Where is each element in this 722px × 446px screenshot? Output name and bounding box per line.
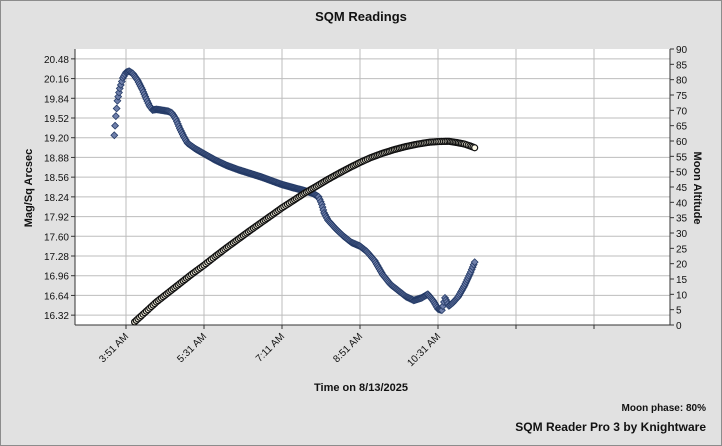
y2-tick-label: 5 xyxy=(676,306,682,317)
y2-tick-label: 60 xyxy=(676,137,688,148)
y2-axis-title: Moon Altitude xyxy=(691,152,703,225)
x-tick-label: 3:51 AM xyxy=(97,331,131,365)
x-tick-label: 5:31 AM xyxy=(175,331,209,365)
x-axis-title: Time on 8/13/2025 xyxy=(314,382,408,394)
y2-tick-label: 80 xyxy=(676,76,688,87)
y2-tick-label: 40 xyxy=(676,198,688,209)
y-tick-label: 19.52 xyxy=(44,114,69,125)
series-layer xyxy=(110,67,479,326)
y-axis-title: Mag/Sq Arcsec xyxy=(23,149,35,227)
y2-tick-label: 70 xyxy=(676,106,688,117)
y-tick-label: 16.64 xyxy=(44,291,69,302)
y2-tick-label: 85 xyxy=(676,60,688,71)
x-tick-label: 8:51 AM xyxy=(331,331,365,365)
y-tick-label: 18.24 xyxy=(44,193,69,204)
y-tick-label: 19.84 xyxy=(44,94,69,105)
y2-tick-label: 50 xyxy=(676,168,688,179)
y-tick-label: 18.56 xyxy=(44,173,69,184)
sqm-point xyxy=(111,112,120,121)
y2-tick-label: 25 xyxy=(676,244,688,255)
sqm-series xyxy=(110,67,479,315)
y2-tick-label: 20 xyxy=(676,260,688,271)
y2-tick-label: 75 xyxy=(676,91,688,102)
chart-title: SQM Readings xyxy=(315,9,407,24)
y2-tick-label: 10 xyxy=(676,290,688,301)
y-tick-label: 17.28 xyxy=(44,252,69,263)
y2-tick-label: 35 xyxy=(676,214,688,225)
grid xyxy=(75,49,670,325)
x-axis-ticks: 3:51 AM 5:31 AM 7:11 AM 8:51 AM 10:31 AM xyxy=(97,325,595,369)
y2-tick-label: 30 xyxy=(676,229,688,240)
sqm-point xyxy=(110,131,119,140)
sqm-point xyxy=(112,104,121,113)
x-tick-label: 7:11 AM xyxy=(254,331,287,364)
sqm-point xyxy=(114,92,123,101)
y2-tick-label: 15 xyxy=(676,275,688,286)
y-tick-label: 18.88 xyxy=(44,153,69,164)
y-tick-label: 17.60 xyxy=(44,232,69,243)
y2-tick-label: 45 xyxy=(676,183,688,194)
moon-altitude-point xyxy=(471,144,479,152)
y-tick-label: 16.32 xyxy=(44,311,69,322)
moon-phase-label: Moon phase: 80% xyxy=(621,403,706,414)
sqm-point xyxy=(115,88,123,97)
y-tick-label: 17.92 xyxy=(44,213,69,224)
sqm-point xyxy=(470,258,479,267)
y-tick-label: 20.48 xyxy=(44,55,69,66)
y-axis-ticks: 20.48 20.16 19.84 19.52 19.20 18.88 18.56 18.24… xyxy=(44,55,75,322)
plot-area xyxy=(75,49,670,325)
y2-tick-label: 65 xyxy=(676,122,688,133)
y-tick-label: 20.16 xyxy=(44,75,69,86)
y2-tick-label: 90 xyxy=(676,45,688,56)
moon-altitude-series xyxy=(130,137,479,326)
y-tick-label: 16.96 xyxy=(44,272,69,283)
sqm-point xyxy=(111,121,120,130)
y2-tick-label: 0 xyxy=(676,321,682,332)
y2-tick-label: 55 xyxy=(676,152,688,163)
credit-label: SQM Reader Pro 3 by Knightware xyxy=(515,420,706,434)
y-tick-label: 19.20 xyxy=(44,134,69,145)
x-tick-label: 10:31 AM xyxy=(405,331,443,369)
